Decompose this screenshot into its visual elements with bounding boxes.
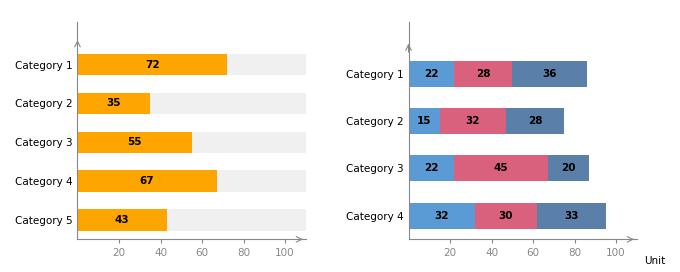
Bar	[537, 203, 606, 229]
Text: 67: 67	[139, 176, 154, 186]
Bar	[506, 108, 564, 134]
Bar	[512, 61, 587, 87]
Bar	[409, 155, 454, 181]
Text: 35: 35	[107, 98, 121, 108]
Text: 55: 55	[127, 137, 142, 147]
Text: 28: 28	[476, 69, 490, 79]
Text: 15: 15	[417, 116, 431, 126]
Bar	[78, 209, 167, 231]
Bar	[78, 93, 306, 114]
Bar	[78, 132, 192, 153]
Bar	[475, 203, 537, 229]
Bar	[78, 54, 227, 75]
Text: 43: 43	[115, 215, 129, 225]
Bar	[547, 155, 589, 181]
Bar	[78, 132, 306, 153]
Bar	[409, 108, 440, 134]
Bar	[409, 203, 475, 229]
Text: 22: 22	[424, 163, 439, 174]
Bar	[78, 209, 306, 231]
Text: 32: 32	[466, 116, 480, 126]
Text: 45: 45	[494, 163, 508, 174]
Text: 33: 33	[564, 211, 579, 221]
Bar	[78, 170, 216, 192]
Text: Unit: Unit	[644, 256, 665, 266]
Bar	[78, 170, 306, 192]
Bar	[78, 54, 306, 75]
Bar	[454, 155, 547, 181]
Bar	[409, 61, 454, 87]
Bar	[454, 61, 512, 87]
Text: 32: 32	[435, 211, 449, 221]
Text: 72: 72	[145, 60, 160, 70]
Text: 30: 30	[499, 211, 513, 221]
Text: 20: 20	[561, 163, 575, 174]
Text: 36: 36	[543, 69, 557, 79]
Bar	[440, 108, 506, 134]
Text: 22: 22	[424, 69, 439, 79]
Bar	[78, 93, 150, 114]
Text: 28: 28	[528, 116, 543, 126]
